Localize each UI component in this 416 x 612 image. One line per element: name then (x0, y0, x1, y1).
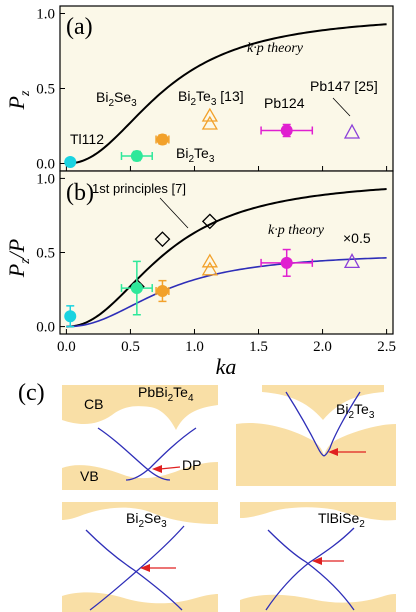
panel-b-yticks: 0.0 0.5 1.0 (36, 171, 65, 336)
data-point-4 (280, 124, 293, 137)
panel-a-frame (59, 5, 394, 172)
panel-c: (c) CB VB DP PbBi2Te4 Bi2Te3 (18, 380, 396, 612)
panel-b-ylabel-tail: /P (4, 239, 29, 261)
xtick-label: 2.5 (377, 339, 396, 355)
panel-a: (a) Pz 0.0 0.5 1.0 k·p theory Tl112 Bi2Se3… (4, 5, 394, 173)
label-pb147: Pb147 [25] (310, 78, 378, 94)
ytick-label: 1.0 (36, 7, 55, 23)
ytick-label: 0.0 (36, 157, 55, 173)
label-pb124: Pb124 (264, 95, 305, 111)
conduction-band-fill (62, 385, 218, 430)
panel-b-scale-label: ×0.5 (343, 230, 371, 246)
panel-a-label: (a) (66, 14, 93, 40)
data-point-4 (280, 256, 293, 269)
panel-a-yticks: 0.0 0.5 1.0 (36, 7, 65, 173)
conduction-band-fill (240, 502, 396, 521)
xtick-label: 1.5 (249, 339, 268, 355)
panel-b-theory-curve (66, 188, 387, 328)
data-point-3-upper (201, 253, 218, 268)
data-point-3-lower (201, 261, 218, 276)
band-diagram-tlbise2: TlBiSe2 (240, 502, 396, 612)
conduction-band-fill (262, 385, 384, 420)
panel-a-points (64, 107, 361, 168)
panel-a-ylabel: Pz (4, 90, 33, 110)
data-point-1 (130, 282, 143, 295)
data-point-3-upper (201, 107, 218, 122)
label-vb: VB (80, 468, 99, 484)
panel-b-points (64, 248, 361, 328)
label-bi2te3: Bi2Te3 (176, 145, 215, 165)
xtick-label: 0.0 (57, 339, 76, 355)
first-principles-leader-line (159, 197, 189, 229)
conduction-band-fill (62, 502, 218, 524)
surface-state-right (265, 527, 355, 611)
panel-b-xlabel: ka (216, 354, 237, 379)
svg-text:Pz: Pz (4, 90, 33, 110)
data-point-2 (156, 133, 169, 146)
surface-state-left (97, 427, 171, 481)
surface-state-right (89, 525, 185, 611)
valence-band-fill (240, 594, 396, 612)
panel-b-ylabel-main: P (4, 264, 29, 278)
surface-state-left (85, 529, 183, 611)
panel-b-first-principles-label: 1st principles [7] (92, 181, 186, 196)
data-point-5 (343, 253, 361, 269)
panel-b: (b) Pz/P 0.0 0.5 1.0 0.0 0.5 1.0 1.5 2.0 2.5 k·… (4, 170, 396, 379)
ytick-label: 0.5 (36, 246, 55, 262)
panel-a-ylabel-main: P (4, 96, 29, 110)
data-point-0 (64, 156, 77, 168)
data-point-1 (130, 150, 143, 162)
title-tlbise2: TlBiSe2 (318, 510, 365, 530)
title-pbbi2te4: PbBi2Te4 (138, 384, 194, 404)
surface-state-right (323, 391, 361, 457)
label-cb: CB (84, 396, 103, 412)
panel-b-theory-label: k·p theory (268, 223, 325, 238)
valence-band-fill (236, 422, 396, 486)
svg-text:Pz/P: Pz/P (4, 239, 33, 278)
panel-b-frame (59, 170, 394, 335)
data-point-3-lower (201, 115, 218, 130)
dirac-point-arrowhead (328, 448, 338, 456)
surface-state-left (267, 529, 355, 611)
valence-band-fill (62, 462, 218, 490)
dirac-point-arrow (159, 466, 181, 470)
band-diagram-bi2se3: Bi2Se3 (62, 502, 218, 612)
first-principles-point-2 (201, 213, 218, 230)
dirac-point-arrowhead (312, 557, 322, 565)
surface-state-right (125, 427, 197, 481)
title-bi2se3: Bi2Se3 (126, 510, 167, 530)
ytick-label: 0.5 (36, 82, 55, 98)
title-bi2te3: Bi2Te3 (336, 401, 375, 421)
valence-band-fill (62, 592, 218, 612)
panel-b-ylabel-sub: z (18, 258, 33, 265)
dirac-point-arrowhead (140, 564, 150, 572)
xtick-label: 1.0 (185, 339, 204, 355)
panel-a-ylabel-sub: z (18, 90, 33, 97)
xtick-label: 0.5 (121, 339, 140, 355)
label-bi2se3: Bi2Se3 (96, 89, 137, 109)
label-dp: DP (182, 457, 201, 473)
xtick-label: 2.0 (313, 339, 332, 355)
panel-a-theory-label: k·p theory (247, 41, 304, 56)
data-point-0 (64, 310, 77, 323)
first-principles-point-1 (154, 231, 171, 248)
band-diagram-pbbi2te4: CB VB DP PbBi2Te4 (62, 384, 218, 490)
panel-b-scaled-curve (66, 257, 387, 328)
dirac-point-arrowhead (152, 465, 162, 473)
data-point-2 (156, 285, 169, 298)
ytick-label: 1.0 (36, 171, 55, 187)
panel-a-xticks (65, 166, 388, 171)
panel-b-ylabel: Pz/P (4, 239, 33, 278)
panel-a-theory-curve (66, 23, 387, 165)
data-point-5 (343, 123, 361, 139)
panel-b-xticks: 0.0 0.5 1.0 1.5 2.0 2.5 (57, 329, 396, 355)
ytick-label: 0.0 (36, 320, 55, 336)
panel-b-label: (b) (66, 180, 94, 206)
surface-state-left (285, 391, 325, 457)
pb147-leader-line (332, 97, 351, 117)
panel-c-label: (c) (18, 380, 45, 406)
label-tl112: Tl112 (70, 131, 104, 147)
band-diagram-bi2te3: Bi2Te3 (236, 385, 396, 486)
